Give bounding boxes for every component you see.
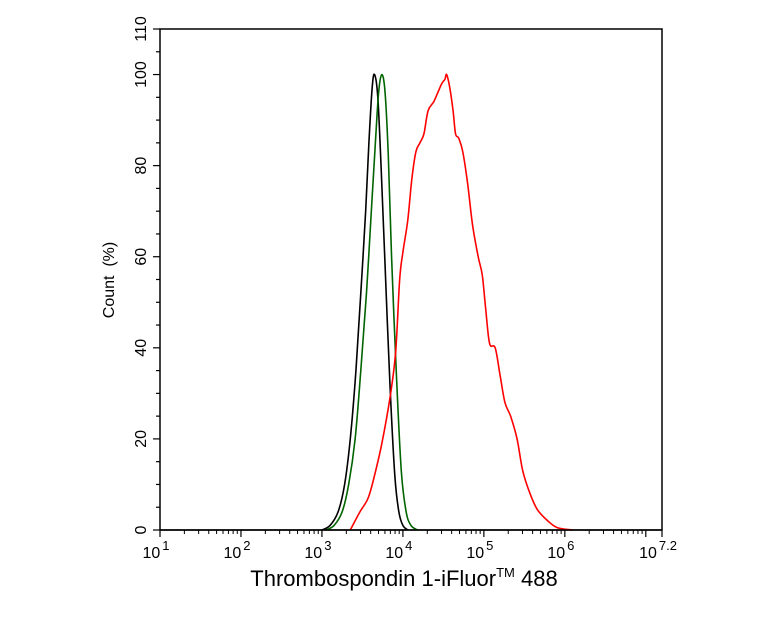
y-tick-label: 40 — [133, 339, 150, 357]
y-tick-label: 20 — [133, 430, 150, 448]
x-axis-ticks: 10 1 10 2 10 3 10 4 10 5 10 6 10 7.2 — [142, 530, 677, 562]
x-tick-label: 10 1 — [142, 538, 169, 562]
histogram-curves — [160, 73, 662, 531]
x-axis-title-tail: 488 — [515, 566, 558, 591]
x-tick-label: 10 4 — [385, 538, 412, 562]
x-tick-label: 10 3 — [304, 538, 331, 562]
green-control-curve — [325, 73, 418, 531]
x-tick-label: 10 5 — [466, 538, 493, 562]
red-stained-curve — [349, 73, 574, 531]
y-axis-title: Count (%) — [101, 242, 118, 318]
y-tick-label: 110 — [133, 16, 150, 42]
black-control-curve — [321, 73, 409, 531]
x-axis-title-main: Thrombospondin 1-iFluor — [250, 566, 496, 591]
x-axis-title-tm: TM — [496, 565, 515, 580]
x-tick-label: 10 7.2 — [639, 538, 677, 562]
y-axis-ticks: 0 20 40 60 80 100 110 — [133, 16, 160, 534]
x-tick-label: 10 6 — [547, 538, 574, 562]
y-tick-label: 60 — [133, 248, 150, 266]
y-tick-label: 0 — [133, 525, 150, 534]
x-tick-label: 10 2 — [223, 538, 250, 562]
x-axis-title: Thrombospondin 1-iFluorTM 488 — [250, 565, 557, 591]
y-tick-label: 80 — [133, 157, 150, 175]
y-tick-label: 100 — [133, 61, 150, 88]
plot-frame — [159, 28, 663, 531]
